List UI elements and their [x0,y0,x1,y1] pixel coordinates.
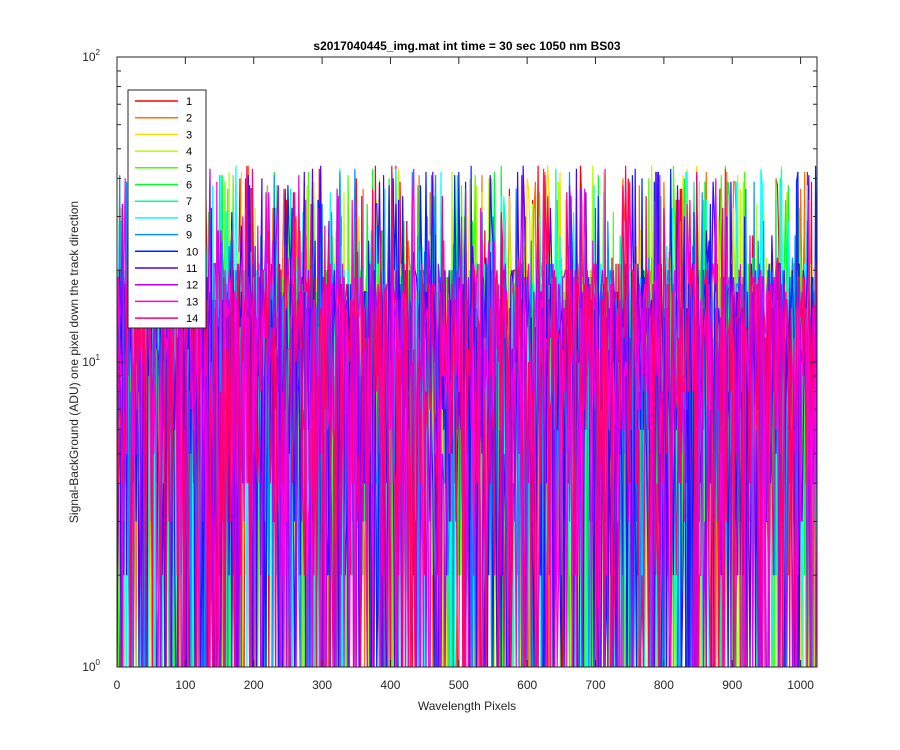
x-tick-label: 800 [654,678,674,692]
legend-label-12: 12 [186,280,198,292]
plot-area [116,56,818,668]
x-tick-label: 700 [586,678,606,692]
legend-label-6: 6 [186,180,192,192]
chart-title: s2017040445_img.mat int time = 30 sec 10… [313,39,621,53]
legend-label-3: 3 [186,129,192,141]
series-line-14 [117,165,817,667]
legend-label-4: 4 [186,146,192,158]
y-tick-label: 101 [82,353,100,369]
series-line-13 [117,168,817,667]
x-tick-label: 1000 [787,678,814,692]
plot-frame [116,56,818,668]
legend-label-2: 2 [186,113,192,125]
x-tick-label: 400 [380,678,400,692]
x-tick-label: 0 [114,678,121,692]
y-tick-label: 100 [82,658,100,674]
legend-label-13: 13 [186,296,198,308]
legend-label-14: 14 [186,313,198,325]
x-axis-label: Wavelength Pixels [418,699,516,713]
legend-label-1: 1 [186,96,192,108]
y-axis-label: Signal-BackGround (ADU) one pixel down t… [67,201,81,523]
legend-label-7: 7 [186,196,192,208]
x-tick-labels: 0 100 200 300 400 500 600 700 800 900 1000 [114,678,815,692]
x-tick-label: 100 [175,678,195,692]
x-tick-label: 900 [722,678,742,692]
x-tick-label: 500 [449,678,469,692]
legend-box [127,89,207,329]
x-tick-label: 300 [312,678,332,692]
legend-label-9: 9 [186,230,192,242]
legend-label-8: 8 [186,213,192,225]
axis-ticks [116,56,817,668]
y-tick-labels: 100 101 102 [82,48,100,674]
series-lines [117,165,817,667]
legend-label-10: 10 [186,246,198,258]
legend-label-5: 5 [186,163,192,175]
y-tick-label: 102 [82,48,100,64]
x-tick-label: 600 [517,678,537,692]
x-tick-label: 200 [244,678,264,692]
legend-label-11: 11 [186,263,197,275]
